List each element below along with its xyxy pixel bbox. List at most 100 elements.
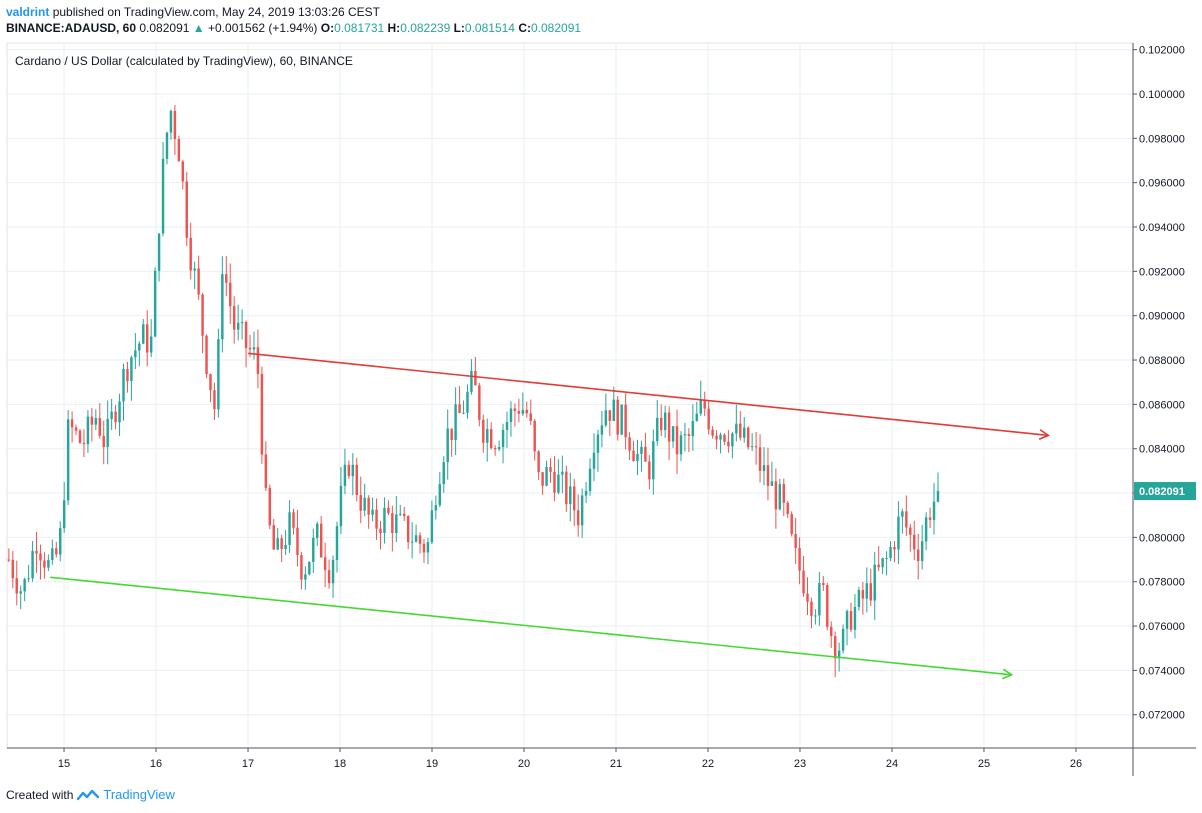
candle-body	[711, 429, 714, 436]
candle-body	[213, 390, 216, 410]
price-axis[interactable]: 0.102000 0.100000 0.098000 0.096000 0.094000…	[1133, 45, 1185, 722]
candle-body	[818, 582, 821, 616]
candle-body	[770, 481, 774, 486]
candle-body	[656, 417, 659, 442]
price-chart[interactable]: 0.102000 0.100000 0.098000 0.096000 0.094000…	[0, 0, 1202, 780]
candle-body	[268, 487, 272, 526]
candle-body	[308, 561, 311, 575]
author-link[interactable]: valdrint	[6, 5, 50, 19]
time-tick-label: 18	[334, 758, 346, 770]
candle-body	[94, 418, 98, 425]
candle-body	[604, 410, 608, 426]
candle-body	[652, 441, 655, 480]
candle-body	[39, 553, 42, 561]
price-tick-label: 0.072000	[1139, 710, 1185, 722]
candle-body	[699, 400, 702, 414]
candle-body	[406, 516, 410, 543]
candle-body	[217, 339, 220, 410]
candle-body	[288, 512, 291, 545]
candle-body	[205, 335, 208, 375]
last-price: 0.082091	[139, 21, 190, 35]
candle-body	[185, 181, 188, 238]
candle-body	[153, 270, 157, 337]
candle-body	[766, 465, 770, 486]
candle-body	[679, 435, 683, 455]
candle-body	[916, 549, 920, 562]
price-tick-label: 0.102000	[1139, 45, 1185, 57]
candle-body	[774, 481, 778, 510]
candle-body	[145, 324, 149, 353]
candle-body	[897, 516, 900, 550]
candle-body	[521, 409, 525, 414]
candle-body	[525, 409, 529, 414]
candle-body	[778, 484, 782, 510]
candle-body	[134, 350, 137, 358]
candle-body	[719, 434, 722, 440]
candle-body	[256, 347, 260, 374]
chart-title: Cardano / US Dollar (calculated by Tradi…	[15, 54, 353, 68]
candle-body	[375, 509, 378, 529]
candle-body	[873, 564, 876, 601]
candle-body	[430, 510, 434, 543]
tradingview-brand-link[interactable]: TradingView	[103, 787, 175, 802]
support-arrowhead-icon	[1002, 668, 1014, 680]
candle-body	[826, 585, 829, 627]
candle-body	[644, 446, 647, 462]
candle-body	[596, 434, 600, 453]
candle-body	[829, 626, 833, 637]
resistance-trendline	[247, 352, 1049, 437]
candle-body	[138, 343, 141, 351]
candle-body	[201, 294, 204, 336]
candle-body	[489, 429, 493, 449]
candle-body	[584, 490, 588, 496]
candle-body	[149, 336, 153, 353]
candle-body	[628, 437, 631, 451]
symbol-label: BINANCE:ADAUSD, 60	[6, 21, 137, 35]
candle-body	[794, 534, 797, 548]
candle-body	[905, 511, 908, 528]
price-tick-label: 0.092000	[1139, 266, 1185, 278]
candle-body	[47, 560, 50, 568]
candle-body	[339, 485, 343, 527]
candle-body	[181, 161, 185, 182]
candle-body	[608, 410, 612, 421]
last-price-tag-bg	[1134, 482, 1196, 501]
time-tick-label: 21	[610, 758, 622, 770]
candle-body	[62, 500, 66, 529]
candle-body	[501, 430, 505, 448]
candle-body	[402, 513, 406, 517]
candle-body	[833, 636, 837, 659]
candle-body	[106, 418, 109, 448]
candle-body	[410, 541, 414, 543]
trendlines[interactable]	[50, 352, 1051, 680]
candle-body	[612, 399, 615, 421]
candle-body	[482, 419, 485, 443]
time-tick-label: 15	[58, 758, 70, 770]
created-with-text: Created with	[6, 787, 74, 802]
price-tick-label: 0.084000	[1139, 444, 1185, 456]
candle-body	[157, 233, 161, 271]
candle-body	[837, 650, 841, 659]
candle-body	[442, 462, 445, 485]
candle-body	[861, 590, 865, 599]
candle-body	[118, 401, 121, 423]
candle-body	[426, 542, 430, 553]
candle-body	[252, 347, 256, 350]
candle-body	[383, 507, 386, 533]
candle-body	[418, 535, 422, 544]
candle-body	[229, 282, 232, 307]
time-axis[interactable]: 15 16 17 18 19 20 21 22 23 24 25 26	[58, 748, 1082, 770]
candle-body	[762, 465, 766, 471]
candles	[7, 104, 940, 678]
time-tick-label: 24	[886, 758, 898, 770]
footer: Created with TradingView	[6, 787, 175, 802]
candle-body	[15, 578, 18, 594]
candle-body	[450, 428, 453, 441]
time-tick-label: 23	[794, 758, 806, 770]
candle-body	[881, 558, 884, 568]
price-tick-label: 0.078000	[1139, 577, 1185, 589]
candle-body	[739, 423, 742, 438]
time-tick-label: 22	[702, 758, 714, 770]
candle-body	[841, 628, 845, 651]
chart-pane-border	[6, 42, 1134, 749]
